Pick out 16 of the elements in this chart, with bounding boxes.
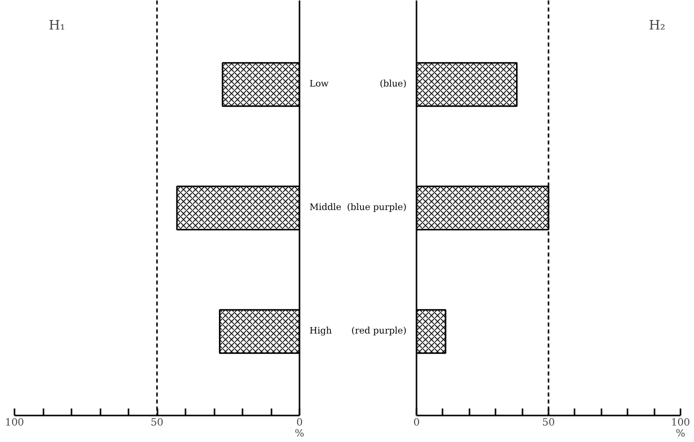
- text: H₁: [48, 18, 66, 34]
- x-tick-label: 0: [296, 418, 303, 428]
- x-axis-title: %: [294, 428, 304, 440]
- y-tick-label: (red purple): [351, 326, 407, 337]
- x-tick-label: 50: [542, 418, 555, 428]
- y-tick-label: (blue purple): [347, 203, 407, 213]
- x-tick-label: 0: [413, 418, 420, 428]
- x-axis-title: %: [676, 428, 686, 440]
- text: H₂: [648, 18, 666, 34]
- x-tick-label: 100: [4, 418, 24, 428]
- y-tick-label: High: [310, 326, 332, 337]
- y-tick-label: (blue): [380, 79, 407, 90]
- y-tick-label: Middle: [310, 203, 342, 213]
- x-tick-label: 50: [150, 418, 164, 428]
- y-tick-label: Low: [310, 79, 329, 90]
- x-tick-label: 100: [670, 418, 690, 428]
